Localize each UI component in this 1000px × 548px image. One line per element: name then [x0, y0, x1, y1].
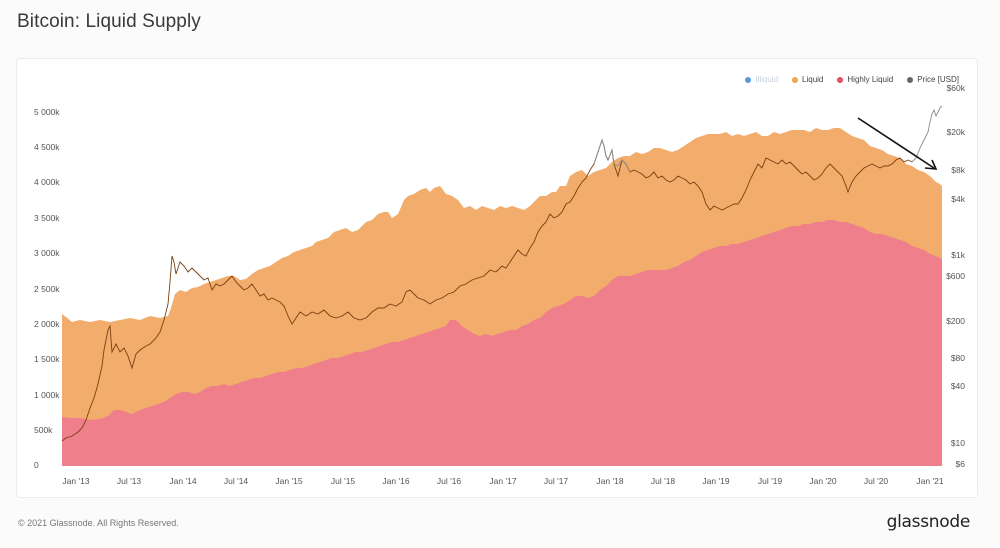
legend-item-liquid[interactable]: Liquid: [792, 75, 823, 84]
svg-text:2 500k: 2 500k: [34, 284, 60, 294]
legend-dot-icon: [907, 76, 914, 83]
legend-label: Liquid: [802, 75, 824, 84]
price-line-above-area: [593, 138, 631, 173]
svg-text:Jan '17: Jan '17: [489, 476, 516, 486]
y-axis-left: 0 500k 1 000k 1 500k 2 000k 2 500k 3 000…: [34, 107, 60, 470]
svg-text:Jul '16: Jul '16: [437, 476, 462, 486]
svg-text:Jul '13: Jul '13: [117, 476, 142, 486]
svg-text:Jul '18: Jul '18: [651, 476, 676, 486]
svg-text:$8k: $8k: [951, 165, 965, 175]
svg-text:1 500k: 1 500k: [34, 354, 60, 364]
svg-text:$1k: $1k: [951, 250, 965, 260]
svg-text:Jul '20: Jul '20: [864, 476, 889, 486]
svg-text:$80: $80: [951, 353, 965, 363]
svg-text:$6: $6: [956, 459, 966, 469]
legend-dot-icon: [792, 76, 799, 83]
svg-text:Jan '15: Jan '15: [275, 476, 302, 486]
legend-label: Highly Liquid: [847, 75, 894, 84]
legend-item-illiquid[interactable]: Illiquid: [745, 75, 778, 84]
price-line: [61, 138, 913, 442]
svg-text:Jan '19: Jan '19: [702, 476, 729, 486]
legend-item-highly-liquid[interactable]: Highly Liquid: [837, 75, 893, 84]
svg-text:4 500k: 4 500k: [34, 142, 60, 152]
svg-text:Jan '14: Jan '14: [169, 476, 196, 486]
svg-text:Jan '16: Jan '16: [382, 476, 409, 486]
svg-text:Jul '15: Jul '15: [331, 476, 356, 486]
legend-item-price[interactable]: Price [USD]: [907, 75, 959, 84]
svg-text:$10: $10: [951, 438, 965, 448]
svg-text:4 000k: 4 000k: [34, 177, 60, 187]
svg-text:$20k: $20k: [947, 127, 966, 137]
svg-text:Jul '14: Jul '14: [224, 476, 249, 486]
highly-liquid-area: [62, 220, 942, 466]
svg-text:$60k: $60k: [947, 83, 966, 93]
svg-text:Jan '13: Jan '13: [62, 476, 89, 486]
svg-text:3 500k: 3 500k: [34, 213, 60, 223]
svg-text:$600: $600: [946, 271, 965, 281]
arrow-head-icon: [924, 159, 938, 170]
svg-text:3 000k: 3 000k: [34, 248, 60, 258]
y-axis-right: $6 $10 $40 $80 $200 $600 $1k $4k $8k $20…: [946, 83, 966, 469]
svg-text:Jul '17: Jul '17: [544, 476, 569, 486]
svg-text:1 000k: 1 000k: [34, 390, 60, 400]
legend-dot-icon: [745, 76, 752, 83]
annotation-arrow: [857, 117, 935, 169]
footer-copyright: © 2021 Glassnode. All Rights Reserved.: [18, 518, 179, 528]
glassnode-logo[interactable]: glassnode: [886, 512, 971, 532]
svg-text:Jan '20: Jan '20: [809, 476, 836, 486]
price-line-2021: [911, 105, 943, 163]
svg-text:Jul '19: Jul '19: [758, 476, 783, 486]
x-axis: Jan '13 Jul '13 Jan '14 Jul '14 Jan '15 …: [62, 476, 943, 486]
svg-text:$40: $40: [951, 381, 965, 391]
svg-text:Jan '21: Jan '21: [916, 476, 943, 486]
svg-text:$4k: $4k: [951, 194, 965, 204]
svg-text:2 000k: 2 000k: [34, 319, 60, 329]
legend-dot-icon: [837, 76, 844, 83]
svg-text:Jan '18: Jan '18: [596, 476, 623, 486]
chart-legend: Illiquid Liquid Highly Liquid Price [USD…: [745, 75, 959, 84]
svg-text:0: 0: [34, 460, 39, 470]
legend-label: Illiquid: [755, 75, 779, 84]
svg-text:500k: 500k: [34, 425, 53, 435]
page-title: Bitcoin: Liquid Supply: [17, 11, 201, 32]
legend-label: Price [USD]: [917, 75, 959, 84]
svg-text:$200: $200: [946, 316, 965, 326]
svg-text:5 000k: 5 000k: [34, 107, 60, 117]
